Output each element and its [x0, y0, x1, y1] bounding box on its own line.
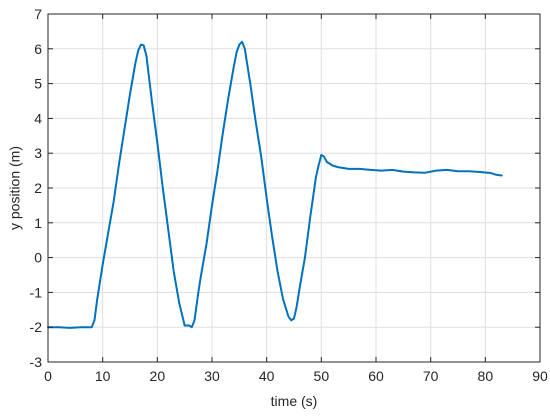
y-tick-label: 0 [34, 250, 42, 266]
tick-layer: 0 10 20 30 40 50 60 70 80 90 -3 -2 -1 0 1 2 3 4 5 6 7 [30, 6, 548, 384]
x-tick-label: 60 [368, 368, 384, 384]
y-tick-label: -1 [30, 284, 43, 300]
x-tick-label: 50 [314, 368, 330, 384]
y-tick-label: -2 [30, 319, 43, 335]
x-tick-label: 0 [44, 368, 52, 384]
x-tick-label: 10 [95, 368, 111, 384]
x-tick-label: 30 [204, 368, 220, 384]
y-tick-label: 1 [34, 215, 42, 231]
y-tick-label: 5 [34, 76, 42, 92]
y-tick-label: 6 [34, 41, 42, 57]
x-axis-label: time (s) [271, 393, 318, 409]
x-tick-label: 20 [150, 368, 166, 384]
x-tick-label: 90 [532, 368, 548, 384]
y-axis-label: y position (m) [7, 146, 23, 230]
y-tick-label: 2 [34, 180, 42, 196]
series-line-1 [47, 40, 503, 329]
x-tick-label: 80 [478, 368, 494, 384]
grid-lines [47, 13, 541, 363]
y-tick-label: 3 [34, 145, 42, 161]
x-tick-label: 40 [259, 368, 275, 384]
y-tick-label: -3 [30, 354, 43, 370]
series-layer [47, 40, 503, 329]
x-tick-label: 70 [423, 368, 439, 384]
y-tick-label: 4 [34, 110, 42, 126]
y-tick-label: 7 [34, 6, 42, 22]
